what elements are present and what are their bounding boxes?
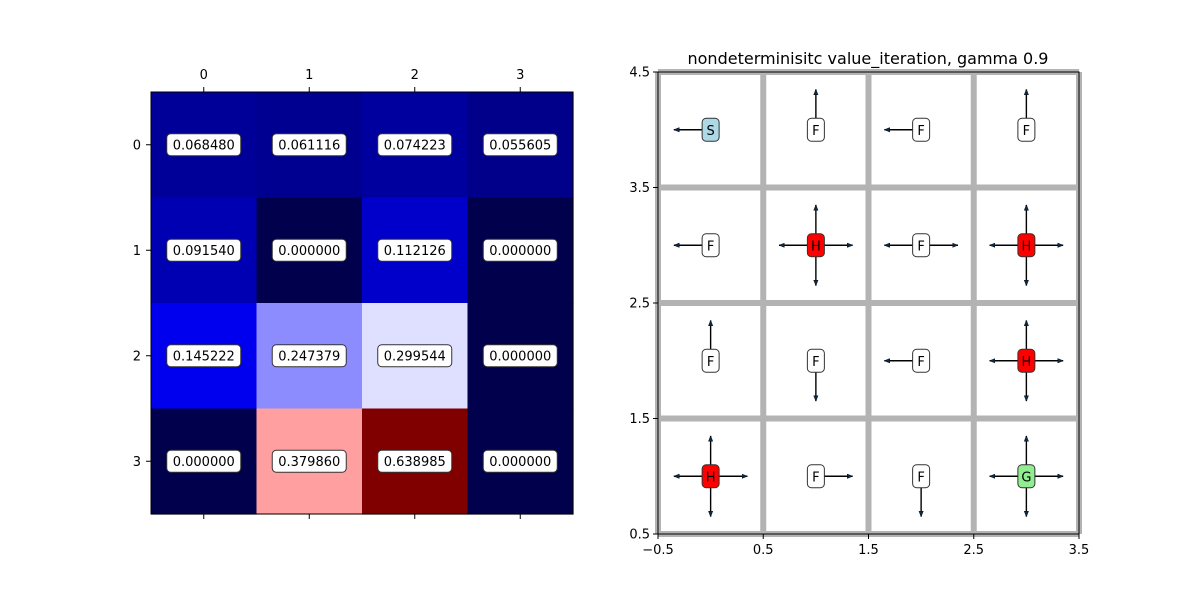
heatmap-value-label: 0.379860 bbox=[278, 455, 340, 470]
heatmap-label-box bbox=[377, 238, 453, 262]
heatmap-label-box bbox=[482, 449, 558, 473]
policy-tile-box bbox=[701, 348, 720, 373]
policy-tile-box bbox=[806, 348, 825, 373]
heatmap-label-box bbox=[166, 133, 242, 157]
policy-tile-box bbox=[912, 233, 931, 258]
heatmap-value-label: 0.091540 bbox=[173, 244, 235, 259]
policy-x-tick-label: 3.5 bbox=[1069, 543, 1090, 558]
policy-tile-box bbox=[1017, 464, 1036, 489]
policy-tile-box bbox=[912, 348, 931, 373]
heatmap-y-tick-label: 1 bbox=[133, 244, 141, 259]
policy-tile-label: F bbox=[917, 124, 924, 139]
policy-tile-label: H bbox=[706, 470, 716, 485]
heatmap-label-box bbox=[271, 449, 347, 473]
heatmap-label-box bbox=[166, 238, 242, 262]
policy-tile-box bbox=[1017, 117, 1036, 142]
policy-tile-label: H bbox=[1021, 355, 1031, 370]
policy-y-tick-label: 1.5 bbox=[629, 412, 650, 427]
policy-tile-box bbox=[1017, 233, 1036, 258]
policy-tile-label: G bbox=[1021, 470, 1031, 485]
policy-x-tick-label: −0.5 bbox=[642, 543, 674, 558]
policy-tile-label: S bbox=[706, 124, 714, 139]
heatmap-value-label: 0.000000 bbox=[173, 455, 235, 470]
heatmap-x-tick-label: 2 bbox=[411, 68, 419, 83]
policy-y-tick-label: 0.5 bbox=[629, 528, 650, 543]
heatmap-label-box bbox=[482, 344, 558, 368]
policy-tile-box bbox=[912, 464, 931, 489]
heatmap-value-label: 0.112126 bbox=[384, 244, 446, 259]
heatmap-label-box bbox=[271, 238, 347, 262]
heatmap-label-box bbox=[271, 133, 347, 157]
policy-tile-label: F bbox=[812, 355, 819, 370]
heatmap-label-box bbox=[377, 133, 453, 157]
heatmap-value-label: 0.000000 bbox=[278, 244, 340, 259]
heatmap-x-tick-label: 3 bbox=[516, 68, 524, 83]
heatmap-label-box bbox=[482, 133, 558, 157]
policy-tile-box bbox=[701, 233, 720, 258]
heatmap-label-box bbox=[377, 344, 453, 368]
policy-tile-label: F bbox=[707, 239, 714, 254]
policy-tile-label: F bbox=[707, 355, 714, 370]
heatmap-label-box bbox=[377, 449, 453, 473]
policy-y-tick-label: 4.5 bbox=[629, 66, 650, 81]
heatmap-value-label: 0.638985 bbox=[384, 455, 446, 470]
heatmap-label-box bbox=[271, 344, 347, 368]
heatmap-value-label: 0.247379 bbox=[278, 349, 340, 364]
policy-tile-label: F bbox=[917, 470, 924, 485]
heatmap-value-label: 0.055605 bbox=[489, 138, 551, 153]
policy-y-tick-label: 2.5 bbox=[629, 297, 650, 312]
policy-x-tick-label: 0.5 bbox=[753, 543, 774, 558]
heatmap-value-label: 0.061116 bbox=[278, 138, 340, 153]
policy-x-tick-label: 1.5 bbox=[858, 543, 879, 558]
heatmap-y-tick-label: 0 bbox=[133, 138, 141, 153]
policy-title: nondeterminisitc value_iteration, gamma … bbox=[688, 49, 1049, 69]
heatmap-panel: 0.068480 0.061116 0.074223 0.055605 0.091540… bbox=[133, 68, 574, 519]
policy-tile-box bbox=[701, 117, 720, 142]
heatmap-value-label: 0.074223 bbox=[384, 138, 446, 153]
policy-panel: S F F FF H F HF F F HH F F G−0.5 0.5 1.5 2.5 3.50.51.52.… bbox=[629, 49, 1089, 558]
heatmap-value-label: 0.068480 bbox=[173, 138, 235, 153]
heatmap-frame bbox=[150, 91, 574, 515]
policy-tile-box bbox=[912, 117, 931, 142]
heatmap-value-label: 0.000000 bbox=[489, 244, 551, 259]
policy-tile-box bbox=[806, 233, 825, 258]
policy-x-tick-label: 2.5 bbox=[963, 543, 984, 558]
policy-tile-label: H bbox=[1021, 239, 1031, 254]
heatmap-label-box bbox=[166, 344, 242, 368]
heatmap-x-tick-label: 0 bbox=[200, 68, 208, 83]
policy-tile-label: F bbox=[812, 124, 819, 139]
heatmap-label-box bbox=[166, 449, 242, 473]
policy-y-tick-label: 3.5 bbox=[629, 181, 650, 196]
policy-tile-box bbox=[806, 117, 825, 142]
heatmap-y-tick-label: 3 bbox=[133, 455, 141, 470]
heatmap-value-label: 0.000000 bbox=[489, 349, 551, 364]
heatmap-label-box bbox=[482, 238, 558, 262]
policy-tile-box bbox=[701, 464, 720, 489]
policy-tile-label: H bbox=[811, 239, 821, 254]
heatmap-y-tick-label: 2 bbox=[133, 349, 141, 364]
heatmap-value-label: 0.000000 bbox=[489, 455, 551, 470]
policy-tile-box bbox=[1017, 348, 1036, 373]
policy-tile-box bbox=[806, 464, 825, 489]
heatmap-value-label: 0.145222 bbox=[173, 349, 235, 364]
heatmap-value-label: 0.299544 bbox=[384, 349, 446, 364]
policy-tile-label: F bbox=[917, 355, 924, 370]
heatmap-x-tick-label: 1 bbox=[305, 68, 313, 83]
policy-tile-label: F bbox=[1023, 124, 1030, 139]
policy-tile-label: F bbox=[812, 470, 819, 485]
policy-tile-label: F bbox=[917, 239, 924, 254]
